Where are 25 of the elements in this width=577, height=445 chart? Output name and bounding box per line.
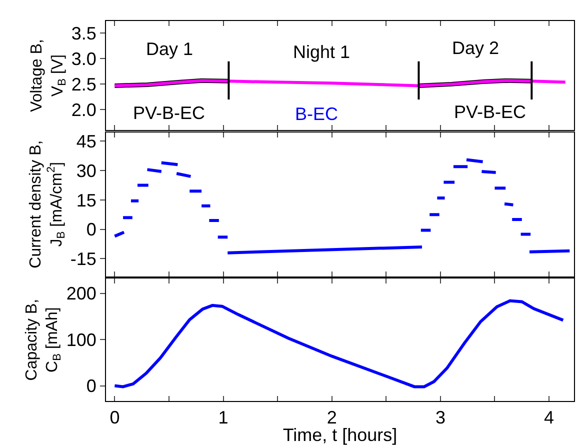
y-tick-label: 2.5 — [71, 74, 96, 94]
y-tick-label: 30 — [76, 160, 96, 181]
y-tick-label: 200 — [66, 284, 96, 304]
y-tick-label: 2.0 — [71, 100, 96, 120]
y-tick-label: -15 — [70, 249, 96, 270]
y-tick-label: 3.0 — [71, 49, 96, 70]
annotation: PV-B-EC — [454, 102, 526, 122]
x-axis-title: Time, t [hours] — [282, 425, 398, 445]
x-tick-label: 1 — [218, 408, 228, 428]
annotation: Day 2 — [452, 38, 500, 58]
x-tick-label: 2 — [326, 408, 337, 428]
annotation: Day 1 — [146, 39, 194, 59]
y-tick-label: 100 — [66, 330, 96, 350]
y-tick-label: 3.5 — [71, 24, 96, 44]
y-tick-label: 0 — [86, 220, 96, 240]
x-tick-label: 3 — [435, 408, 446, 428]
y-tick-label: 15 — [76, 190, 96, 210]
x-tick-label: 0 — [110, 408, 120, 428]
annotation: PV-B-EC — [133, 103, 206, 123]
line-series — [113, 299, 565, 388]
y-tick-label: 0 — [86, 376, 96, 396]
y-tick-label: 45 — [76, 131, 96, 152]
annotation: Night 1 — [293, 42, 350, 62]
x-tick-label: 4 — [544, 408, 554, 428]
annotation: B-EC — [295, 104, 338, 124]
